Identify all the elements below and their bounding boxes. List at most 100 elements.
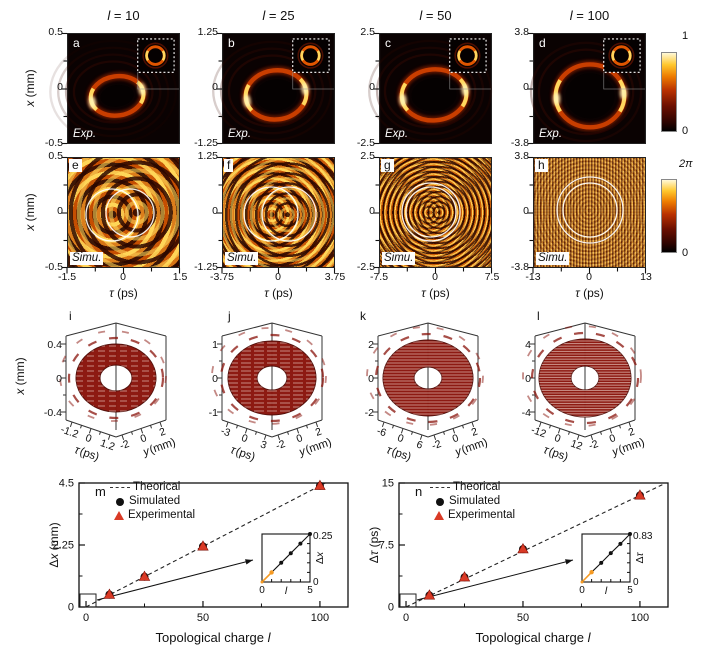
- svg-text:2.25: 2.25: [53, 540, 74, 552]
- svg-text:0: 0: [313, 577, 319, 588]
- panel-tag: Exp.: [228, 128, 252, 140]
- svg-text:-12: -12: [529, 424, 547, 440]
- panel-letter: h: [535, 159, 548, 172]
- panel-f-ticks: [216, 156, 336, 274]
- ytick: 0: [57, 205, 63, 217]
- theory-line-icon: [110, 487, 130, 488]
- svg-text:0: 0: [388, 602, 394, 614]
- theory-line-icon: [430, 487, 450, 488]
- svg-text:(mm): (mm): [617, 436, 646, 456]
- panel-a-ticks: [61, 32, 67, 145]
- panel-letter: b: [228, 36, 235, 50]
- panel-title-l10: l = 10: [107, 8, 140, 23]
- svg-text:i: i: [69, 309, 72, 323]
- svg-text:τ: τ: [385, 444, 394, 457]
- ytick: 0: [212, 205, 218, 217]
- legend-m: Theorical Simulated Experimental: [110, 481, 195, 523]
- svg-text:100: 100: [311, 612, 329, 624]
- svg-text:0: 0: [525, 373, 531, 385]
- ytick: 3.8: [514, 150, 529, 162]
- panel-letter: a: [73, 36, 80, 50]
- tau-axis-label: τ (ps): [264, 286, 293, 300]
- svg-text:12: 12: [569, 438, 584, 453]
- svg-text:0: 0: [83, 612, 89, 624]
- svg-text:7.5: 7.5: [379, 540, 394, 552]
- svg-text:2: 2: [627, 425, 637, 438]
- svg-text:5: 5: [627, 585, 633, 596]
- exp-image-c: [368, 33, 493, 144]
- svg-text:-6: -6: [375, 425, 388, 439]
- svg-text:6: 6: [415, 439, 425, 452]
- svg-text:l: l: [605, 585, 608, 597]
- svg-text:0: 0: [139, 432, 149, 445]
- svg-text:l: l: [537, 309, 540, 323]
- panel-letter-m: m: [95, 484, 106, 499]
- svg-text:-1.2: -1.2: [59, 424, 80, 441]
- xtick: -1.5: [57, 271, 77, 283]
- simulated-marker-icon: [116, 498, 124, 506]
- svg-text:0: 0: [295, 432, 305, 445]
- svg-text:l: l: [285, 585, 288, 597]
- simu-image-g: [379, 157, 492, 268]
- panel-g-ticks: [373, 156, 493, 274]
- svg-text:(ps): (ps): [78, 446, 101, 464]
- panel-f: 1.25 0 -1.25 -3.75 0 3.75 τ (ps) f Simu.: [194, 150, 345, 300]
- svg-text:Δx: Δx: [314, 551, 326, 564]
- svg-text:y: y: [141, 445, 152, 459]
- ytick: -1.25: [194, 137, 218, 149]
- xtick: -13: [525, 271, 541, 283]
- svg-text:2: 2: [470, 425, 480, 438]
- ytick: 0: [523, 205, 529, 217]
- panel-d-ticks: [527, 32, 533, 145]
- xtick: 0: [586, 271, 592, 283]
- ytick: -3.8: [510, 137, 529, 149]
- panel-letter: g: [381, 159, 394, 172]
- xtick: 0: [275, 271, 281, 283]
- colorbar-phase-min: 0: [682, 247, 689, 259]
- svg-text:(ps): (ps): [547, 446, 570, 464]
- ytick: 0.5: [48, 26, 63, 38]
- ytick: 0: [57, 81, 63, 93]
- svg-text:-2: -2: [430, 438, 443, 452]
- ytick: 2.5: [360, 26, 375, 38]
- colorbar-phase-max: 2π: [679, 158, 693, 170]
- svg-text:-2: -2: [365, 407, 374, 419]
- xtick: 0: [432, 271, 438, 283]
- legend-n: Theorical Simulated Experimental: [430, 481, 515, 523]
- svg-text:j: j: [227, 309, 231, 323]
- panel-tag: Simu.: [382, 252, 416, 265]
- ytick: -0.5: [44, 261, 63, 273]
- ytick: 3.8: [514, 26, 529, 38]
- svg-text:0: 0: [68, 602, 74, 614]
- svg-text:τ: τ: [542, 444, 551, 457]
- panel-letter-n: n: [415, 484, 423, 499]
- ytick: 0: [523, 81, 529, 93]
- xtick: 13: [640, 271, 652, 283]
- colorbar-intensity-max: 1: [682, 30, 689, 42]
- svg-text:0: 0: [240, 432, 250, 445]
- panel-letter: d: [539, 36, 546, 50]
- svg-text:Δτ: Δτ: [634, 551, 646, 563]
- panel-title-l100: l = 100: [569, 8, 610, 23]
- svg-text:50: 50: [197, 612, 209, 624]
- svg-text:0: 0: [56, 373, 62, 385]
- xtick: -7.5: [369, 271, 389, 283]
- svg-text:0.25: 0.25: [313, 531, 333, 542]
- xtick: 0: [120, 271, 126, 283]
- panel-title-l50: l = 50: [419, 8, 452, 23]
- svg-text:0: 0: [451, 432, 461, 445]
- svg-text:y: y: [453, 445, 464, 459]
- svg-text:-3: -3: [219, 425, 232, 439]
- svg-text:0: 0: [84, 432, 94, 445]
- tau-axis-label: τ (ps): [421, 286, 450, 300]
- simu-image-f: [222, 157, 335, 268]
- panel-title-l25: l = 25: [262, 8, 295, 23]
- ytick: -2.5: [356, 261, 375, 273]
- colorbar-intensity: [661, 52, 677, 132]
- svg-text:(ps): (ps): [390, 446, 413, 464]
- svg-text:(ps): (ps): [234, 446, 257, 464]
- svg-text:-2: -2: [587, 438, 600, 452]
- svg-text:2: 2: [314, 425, 324, 438]
